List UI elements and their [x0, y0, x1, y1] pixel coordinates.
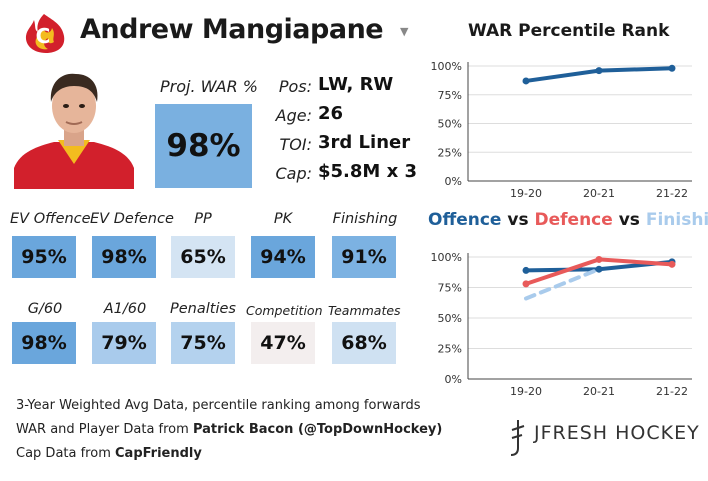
toi-label: TOI:	[279, 135, 312, 154]
x-tick-label: 19-20	[510, 187, 542, 200]
x-tick-label: 21-22	[656, 385, 688, 398]
stat-label-g60: G/60	[27, 301, 63, 317]
stat-value-penalties: 75%	[171, 322, 235, 364]
war-chart-title: WAR Percentile Rank	[468, 21, 670, 41]
brand-name: JFRESH HOCKEY	[534, 422, 700, 444]
y-tick-label: 75%	[438, 89, 462, 102]
footer-line-1: 3-Year Weighted Avg Data, percentile ran…	[16, 398, 421, 413]
cap-label: Cap:	[275, 164, 312, 183]
stat-value-pk: 94%	[251, 236, 315, 278]
data-point-offence	[522, 266, 530, 274]
age-label: Age:	[275, 106, 312, 125]
y-tick-label: 50%	[438, 312, 462, 325]
x-tick-label: 21-22	[656, 187, 688, 200]
x-tick-label: 20-21	[583, 187, 615, 200]
y-tick-label: 100%	[431, 60, 462, 73]
y-tick-label: 100%	[431, 251, 462, 264]
x-tick-label: 19-20	[510, 385, 542, 398]
svg-text:C: C	[36, 24, 51, 48]
stat-label-a160: A1/60	[103, 301, 147, 317]
footer-line-2: WAR and Player Data from Patrick Bacon (…	[16, 422, 442, 437]
data-point-war	[595, 67, 603, 75]
data-point-defence	[595, 255, 603, 263]
title-defence: Defence	[534, 210, 613, 230]
stat-label-competition: Competition	[246, 303, 323, 318]
pos-value: LW, RW	[318, 74, 394, 95]
footer-line-2-source: Patrick Bacon (@TopDownHockey)	[192, 422, 443, 437]
flames-logo-icon: C	[25, 14, 65, 53]
offence-defence-finishing-chart: 0% 25% 50% 75% 100% 19-20 20-21 21-22	[431, 251, 692, 398]
stat-value-competition: 47%	[251, 322, 315, 364]
chevron-down-icon[interactable]: ▼	[400, 25, 409, 38]
ovd-chart-title: Offence vs Defence vs Finishing	[428, 210, 708, 230]
age-value: 26	[318, 103, 344, 124]
y-tick-label: 0%	[445, 175, 462, 188]
footer-line-3-source: CapFriendly	[115, 446, 202, 461]
data-point-war	[522, 77, 530, 85]
stat-label-ev-defence: EV Defence	[90, 211, 174, 227]
stat-label-teammates: Teammates	[328, 303, 401, 318]
stat-value-pp: 65%	[171, 236, 235, 278]
y-tick-label: 75%	[438, 282, 462, 295]
player-name: Andrew Mangiapane	[80, 14, 384, 45]
footer-line-3-prefix: Cap Data from	[16, 446, 115, 461]
data-point-defence	[668, 260, 676, 268]
jfresh-logo-icon	[510, 420, 525, 456]
stat-value-teammates: 68%	[332, 322, 396, 364]
stat-value-finishing: 91%	[332, 236, 396, 278]
toi-value: 3rd Liner	[318, 132, 411, 153]
y-tick-label: 25%	[438, 146, 462, 159]
data-point-defence	[522, 280, 530, 288]
pos-label: Pos:	[278, 77, 312, 96]
y-tick-label: 0%	[445, 373, 462, 386]
stat-value-a160: 79%	[92, 322, 156, 364]
series-line-finishing	[524, 267, 601, 301]
x-tick-label: 20-21	[583, 385, 615, 398]
title-vs-2: vs	[612, 210, 646, 230]
data-point-offence	[595, 265, 603, 273]
stat-label-finishing: Finishing	[332, 211, 398, 227]
title-finishing: Finishing	[645, 210, 708, 230]
footer-line-2-prefix: WAR and Player Data from	[16, 422, 193, 437]
data-point-war	[668, 64, 676, 72]
stat-value-ev-defence: 98%	[92, 236, 156, 278]
stat-label-penalties: Penalties	[170, 301, 236, 317]
player-portrait	[14, 73, 134, 189]
y-tick-label: 25%	[438, 343, 462, 356]
title-vs-1: vs	[501, 210, 535, 230]
stat-value-ev-offence: 95%	[12, 236, 76, 278]
title-offence: Offence	[428, 210, 502, 230]
stat-value-g60: 98%	[12, 322, 76, 364]
stat-label-pk: PK	[273, 211, 293, 227]
y-tick-label: 50%	[438, 118, 462, 131]
war-percentile-chart: 0% 25% 50% 75% 100% 19-20 20-21 21-22	[431, 60, 692, 200]
stat-label-ev-offence: EV Offence	[10, 211, 91, 227]
stat-label-pp: PP	[194, 211, 212, 227]
proj-war-label: Proj. WAR %	[160, 77, 259, 96]
cap-value: $5.8M x 3	[318, 161, 417, 182]
proj-war-value: 98%	[155, 104, 252, 188]
footer-line-3: Cap Data from CapFriendly	[16, 446, 202, 461]
